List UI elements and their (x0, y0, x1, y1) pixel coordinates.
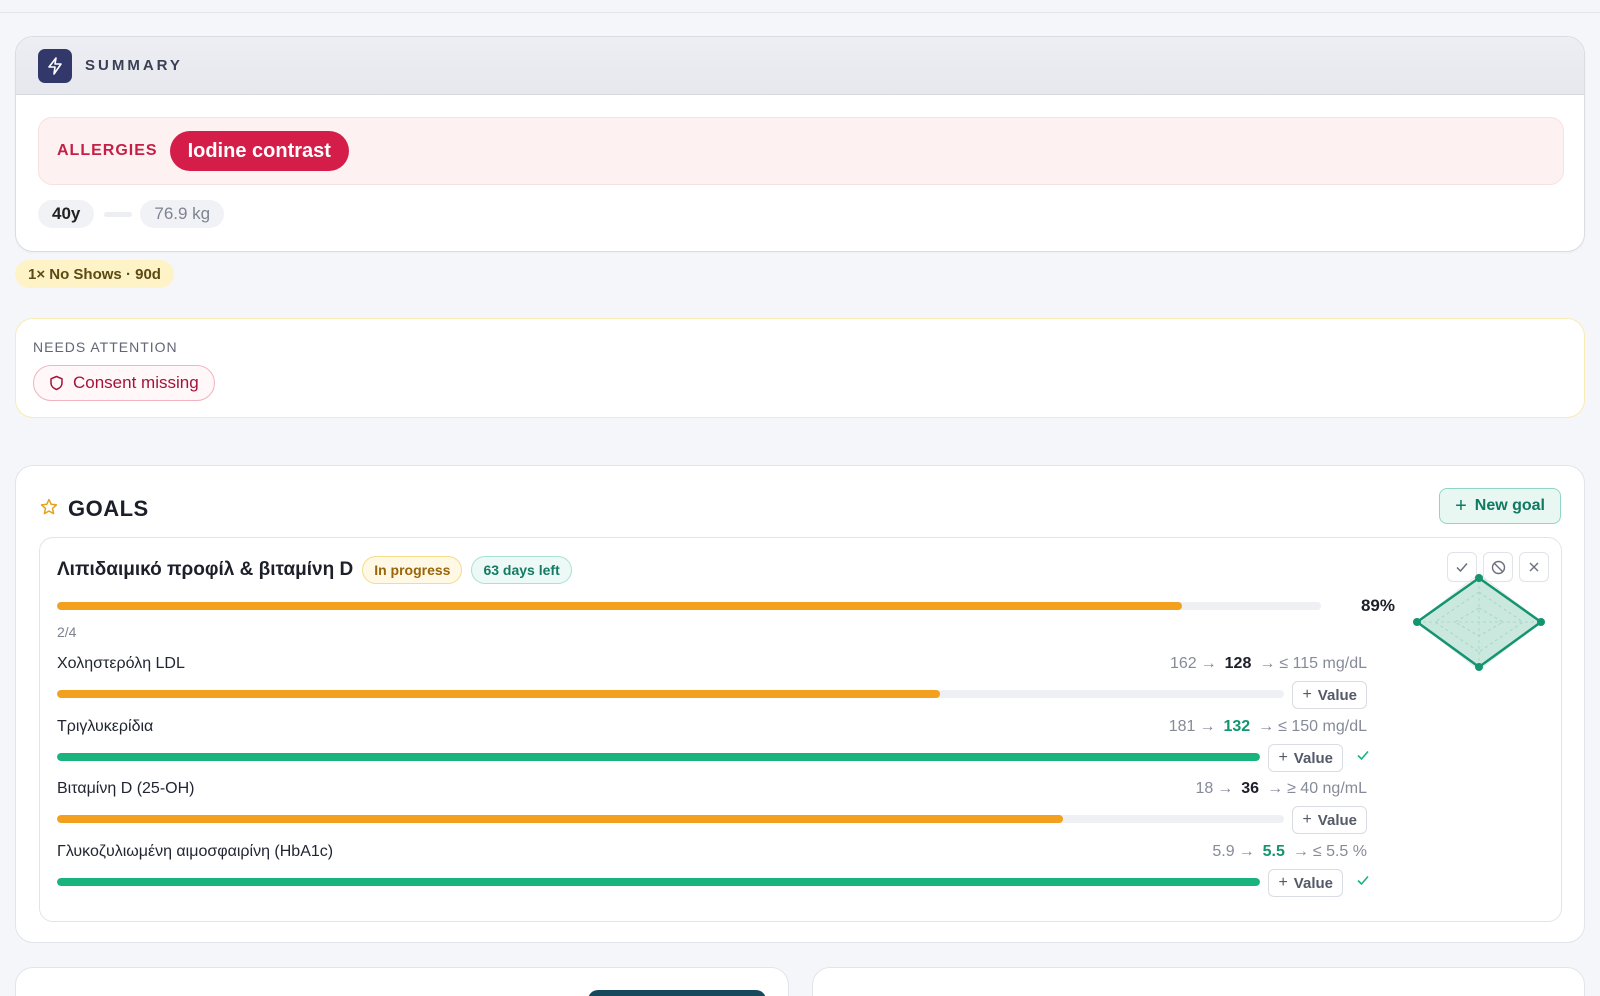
consent-missing-label: Consent missing (73, 373, 199, 392)
plus-icon: + (1278, 749, 1288, 766)
goal-metric-row: Τριγλυκερίδια 181 → 132 → ≤ 150 mg/dL + Value (57, 718, 1370, 778)
metric-baseline: 181 (1168, 718, 1196, 735)
allergies-bar: ALLERGIES Iodine contrast (38, 117, 1564, 185)
goals-card: GOALS + New goal Λιπιδαιμικό προφίλ & βι… (15, 465, 1585, 943)
metric-name: Χοληστερόλη LDL (57, 655, 185, 672)
close-icon[interactable] (1519, 552, 1549, 582)
arrow-right-icon: → (1259, 655, 1276, 672)
arrow-right-icon: → (1199, 718, 1216, 735)
arrow-right-icon: → (1267, 780, 1284, 797)
metric-progress-bar (57, 878, 1260, 886)
check-icon (1356, 873, 1370, 887)
add-value-button[interactable]: + Value (1292, 681, 1367, 709)
metric-target: ≤ 115 mg/dL (1279, 655, 1367, 672)
summary-card: SUMMARY ALLERGIES Iodine contrast 40y 76… (15, 36, 1585, 252)
goal-radar-chart (1413, 573, 1545, 671)
stat-separator (104, 211, 133, 217)
add-value-label: Value (1317, 686, 1357, 704)
add-value-label: Value (1317, 811, 1357, 829)
metric-baseline: 18 (1195, 780, 1214, 797)
metric-baseline: 162 (1169, 655, 1197, 672)
arrow-right-icon: → (1292, 843, 1309, 860)
consent-missing-badge[interactable]: Consent missing (33, 365, 215, 401)
weight-badge: 76.9 kg (140, 200, 225, 228)
goals-title: GOALS (68, 496, 149, 521)
metric-values: 5.9 → 5.5 → ≤ 5.5 % (1212, 843, 1367, 861)
ban-icon[interactable] (1483, 552, 1513, 582)
metric-progress-fill (57, 878, 1260, 886)
new-goal-button[interactable]: + New goal (1439, 488, 1561, 524)
goal-metric-row: Γλυκοζυλιωμένη αιμοσφαιρίνη (HbA1c) 5.9 → 5… (57, 843, 1370, 903)
goal-item[interactable]: Λιπιδαιμικό προφίλ & βιταμίνη D In progr… (39, 537, 1562, 922)
metric-values: 18 → 36 → ≥ 40 ng/mL (1195, 780, 1367, 798)
bolt-icon (38, 48, 72, 83)
allergy-badge[interactable]: Iodine contrast (169, 131, 349, 171)
arrow-right-icon: → (1217, 780, 1234, 797)
arrow-right-icon: → (1258, 718, 1275, 735)
goal-progress-percent: 89% (1360, 596, 1395, 615)
age-badge: 40y (38, 200, 95, 228)
goal-progress-fill (57, 602, 1182, 610)
summary-header: SUMMARY (16, 37, 1584, 95)
plus-icon: + (1455, 494, 1467, 517)
metric-target: ≤ 150 mg/dL (1278, 718, 1367, 735)
metric-values: 162 → 128 → ≤ 115 mg/dL (1170, 655, 1367, 673)
metric-progress-fill (57, 753, 1260, 761)
check-icon[interactable] (1447, 552, 1477, 582)
metric-name: Γλυκοζυλιωμένη αιμοσφαιρίνη (HbA1c) (57, 843, 334, 860)
arrow-right-icon: → (1200, 655, 1217, 672)
plus-icon: + (1278, 874, 1288, 891)
metric-progress-bar (57, 690, 1284, 698)
add-value-button[interactable]: + Value (1268, 869, 1343, 897)
bottom-card-button[interactable] (588, 990, 766, 996)
star-icon (40, 498, 58, 521)
metric-current: 128 (1224, 655, 1252, 672)
metric-current: 36 (1241, 780, 1260, 797)
add-value-label: Value (1293, 874, 1333, 892)
metric-progress-fill (57, 815, 1064, 823)
metric-progress-bar (57, 815, 1284, 823)
goal-completed-count: 2/4 (57, 624, 77, 640)
metric-values: 181 → 132 → ≤ 150 mg/dL (1169, 718, 1367, 736)
check-icon (1356, 748, 1370, 762)
add-value-button[interactable]: + Value (1268, 744, 1343, 772)
allergies-label: ALLERGIES (57, 142, 158, 159)
days-left-badge: 63 days left (471, 556, 572, 584)
noshow-badge[interactable]: 1× No Shows · 90d (15, 260, 174, 288)
goals-header: GOALS (40, 496, 149, 522)
plus-icon: + (1302, 686, 1312, 703)
metric-target: ≥ 40 ng/mL (1287, 780, 1367, 797)
needs-attention-card: NEEDS ATTENTION Consent missing (15, 318, 1585, 418)
metric-name: Τριγλυκερίδια (57, 718, 154, 735)
arrow-right-icon: → (1238, 843, 1255, 860)
bottom-card-right (812, 967, 1585, 996)
goal-name: Λιπιδαιμικό προφίλ & βιταμίνη D (57, 559, 354, 580)
top-divider (0, 12, 1600, 13)
needs-attention-label: NEEDS ATTENTION (33, 339, 178, 355)
metric-target: ≤ 5.5 % (1312, 843, 1367, 860)
goal-header: Λιπιδαιμικό προφίλ & βιταμίνη D In progr… (57, 556, 572, 584)
goal-actions (1447, 552, 1549, 582)
goal-progress-bar (57, 602, 1321, 610)
new-goal-label: New goal (1474, 497, 1545, 514)
goal-metric-row: Βιταμίνη D (25-OH) 18 → 36 → ≥ 40 ng/mL + Value (57, 780, 1367, 840)
metric-progress-bar (57, 753, 1260, 761)
plus-icon: + (1302, 811, 1312, 828)
bottom-card-left (15, 967, 789, 996)
metric-progress-fill (57, 690, 941, 698)
goal-metric-row: Χοληστερόλη LDL 162 → 128 → ≤ 115 mg/dL + Value (57, 655, 1367, 715)
add-value-button[interactable]: + Value (1292, 806, 1367, 834)
metric-baseline: 5.9 (1212, 843, 1235, 860)
status-badge: In progress (362, 556, 463, 584)
add-value-label: Value (1293, 749, 1333, 767)
patient-stats: 40y 76.9 kg (38, 200, 225, 228)
metric-current: 132 (1223, 718, 1251, 735)
shield-icon (49, 375, 64, 391)
metric-name: Βιταμίνη D (25-OH) (57, 780, 195, 797)
summary-title: SUMMARY (85, 57, 183, 74)
metric-current: 5.5 (1262, 843, 1285, 860)
